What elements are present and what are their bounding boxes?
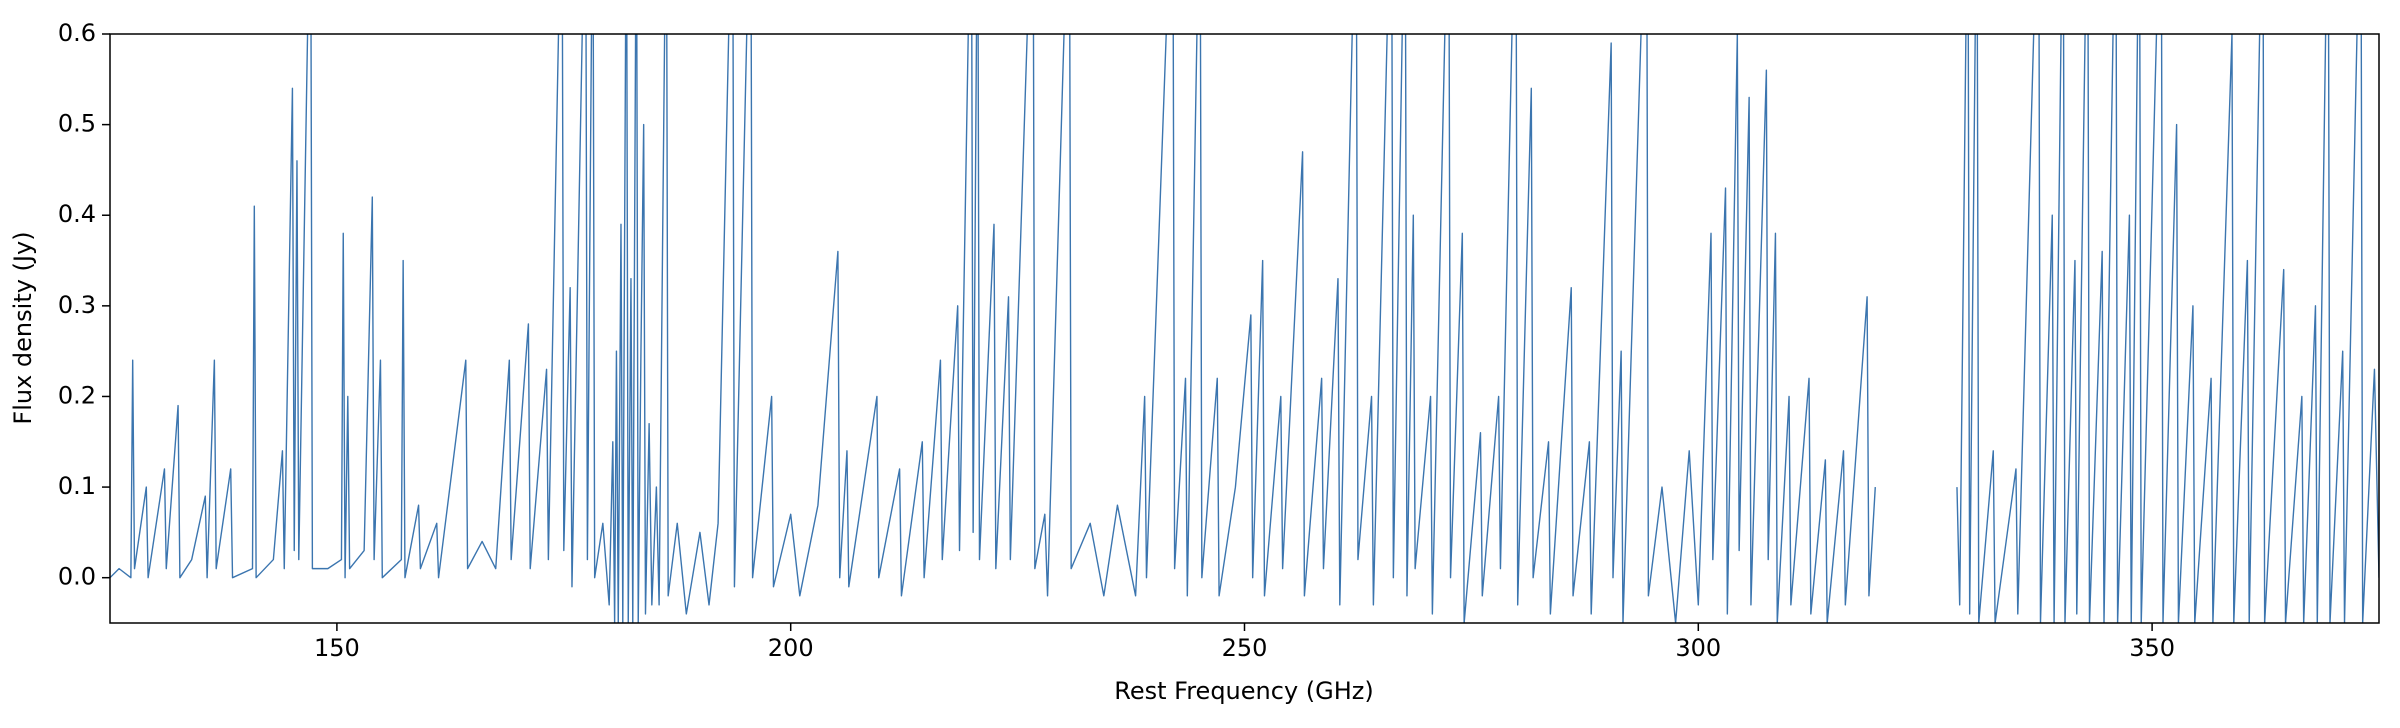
spectrum-line bbox=[110, 34, 2379, 623]
y-axis-label: Flux density (Jy) bbox=[9, 231, 37, 424]
x-tick-label: 350 bbox=[2129, 634, 2175, 662]
y-tick-label: 0.4 bbox=[58, 200, 96, 228]
x-tick-label: 300 bbox=[1675, 634, 1721, 662]
y-tick-label: 0.5 bbox=[58, 110, 96, 138]
y-tick-label: 0.6 bbox=[58, 19, 96, 47]
plot-area bbox=[110, 34, 2379, 623]
x-tick-label: 150 bbox=[314, 634, 360, 662]
y-tick-label: 0.2 bbox=[58, 381, 96, 409]
y-tick-label: 0.0 bbox=[58, 563, 96, 591]
y-tick-label: 0.1 bbox=[58, 472, 96, 500]
x-tick-label: 200 bbox=[768, 634, 814, 662]
x-tick-label: 250 bbox=[1222, 634, 1268, 662]
y-tick-label: 0.3 bbox=[58, 291, 96, 319]
x-axis-label: Rest Frequency (GHz) bbox=[1114, 677, 1374, 705]
